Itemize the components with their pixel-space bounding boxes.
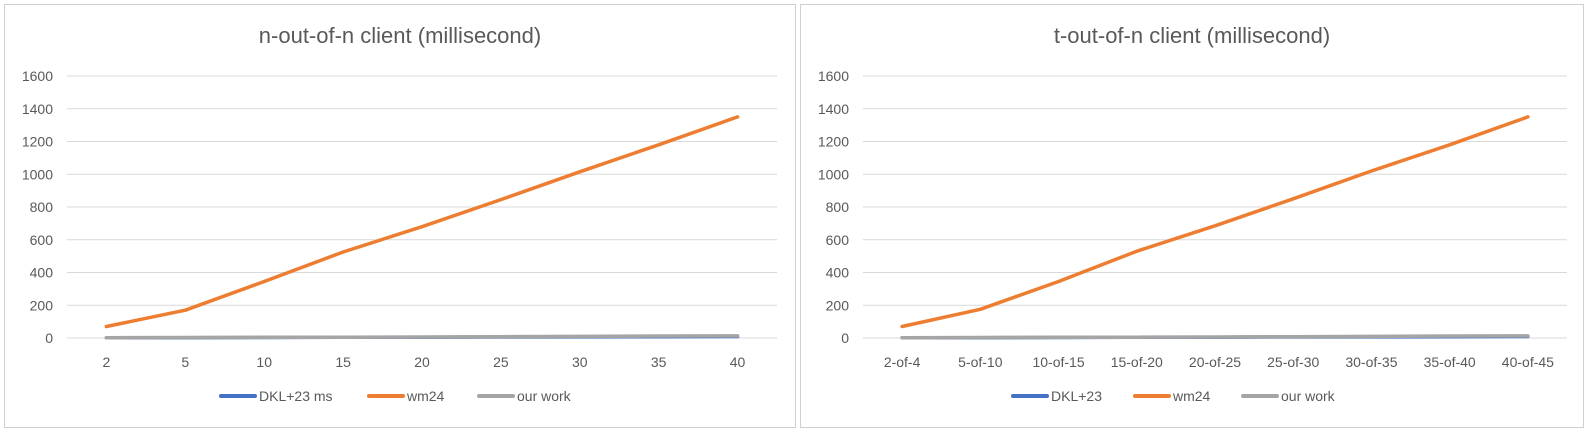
legend-item: wm24 bbox=[367, 388, 445, 404]
legend-label: wm24 bbox=[406, 388, 445, 404]
series-line-our-work bbox=[900, 334, 1530, 340]
legend-label: our work bbox=[517, 388, 572, 404]
x-tick-label: 40-of-45 bbox=[1502, 354, 1554, 370]
line-chart-t-out-of-n: t-out-of-n client (millisecond) 0 200 400 60… bbox=[818, 23, 1567, 404]
y-tick-label: 800 bbox=[826, 199, 850, 215]
y-tick-label: 400 bbox=[30, 265, 54, 281]
y-tick-label: 1200 bbox=[22, 134, 53, 150]
y-tick-label: 600 bbox=[826, 232, 850, 248]
y-tick-label: 1400 bbox=[818, 101, 849, 117]
legend-label: DKL+23 bbox=[1051, 388, 1102, 404]
y-tick-label: 1200 bbox=[818, 134, 849, 150]
chart-panel-n-out-of-n: n-out-of-n client (millisecond) 0 200 400 60… bbox=[4, 4, 796, 428]
line-chart-n-out-of-n: n-out-of-n client (millisecond) 0 200 400 60… bbox=[22, 23, 777, 404]
x-tick-label: 5 bbox=[181, 354, 189, 370]
legend-item: our work bbox=[1241, 388, 1336, 404]
y-tick-label: 1000 bbox=[818, 166, 849, 182]
x-tick-label: 5-of-10 bbox=[958, 354, 1003, 370]
x-tick-label: 30 bbox=[572, 354, 588, 370]
legend-label: DKL+23 ms bbox=[259, 388, 333, 404]
legend-item: DKL+23 bbox=[1011, 388, 1102, 404]
x-tick-label: 2-of-4 bbox=[884, 354, 921, 370]
x-tick-label: 25-of-30 bbox=[1267, 354, 1319, 370]
x-tick-label: 10-of-15 bbox=[1032, 354, 1084, 370]
series-line-wm24 bbox=[900, 115, 1530, 329]
series-line-our-work bbox=[104, 334, 740, 340]
x-tick-label: 40 bbox=[730, 354, 746, 370]
y-tick-label: 600 bbox=[30, 232, 54, 248]
y-tick-label: 200 bbox=[30, 297, 54, 313]
legend-item: DKL+23 ms bbox=[219, 388, 333, 404]
x-tick-label: 30-of-35 bbox=[1345, 354, 1397, 370]
y-tick-label: 1600 bbox=[22, 68, 53, 84]
x-tick-label: 15-of-20 bbox=[1111, 354, 1163, 370]
y-tick-label: 0 bbox=[841, 330, 849, 346]
x-tick-label: 20 bbox=[414, 354, 430, 370]
y-tick-label: 0 bbox=[45, 330, 53, 346]
chart-title: t-out-of-n client (millisecond) bbox=[1054, 23, 1330, 48]
y-tick-label: 1000 bbox=[22, 166, 53, 182]
legend: DKL+23 ms wm24 our work bbox=[219, 388, 572, 404]
chart-panel-t-out-of-n: t-out-of-n client (millisecond) 0 200 400 60… bbox=[800, 4, 1584, 428]
legend-label: wm24 bbox=[1172, 388, 1211, 404]
legend-item: our work bbox=[477, 388, 572, 404]
x-tick-label: 20-of-25 bbox=[1189, 354, 1241, 370]
chart-title: n-out-of-n client (millisecond) bbox=[259, 23, 541, 48]
x-tick-label: 35 bbox=[651, 354, 667, 370]
y-tick-label: 400 bbox=[826, 265, 850, 281]
y-tick-label: 1600 bbox=[818, 68, 849, 84]
x-tick-label: 15 bbox=[335, 354, 351, 370]
y-tick-label: 200 bbox=[826, 297, 850, 313]
x-tick-label: 35-of-40 bbox=[1424, 354, 1476, 370]
x-tick-label: 10 bbox=[256, 354, 272, 370]
y-tick-label: 1400 bbox=[22, 101, 53, 117]
legend-label: our work bbox=[1281, 388, 1336, 404]
x-tick-label: 25 bbox=[493, 354, 509, 370]
series-line-wm24 bbox=[104, 115, 740, 329]
x-tick-label: 2 bbox=[103, 354, 111, 370]
y-tick-label: 800 bbox=[30, 199, 54, 215]
legend-item: wm24 bbox=[1133, 388, 1211, 404]
legend: DKL+23 wm24 our work bbox=[1011, 388, 1336, 404]
